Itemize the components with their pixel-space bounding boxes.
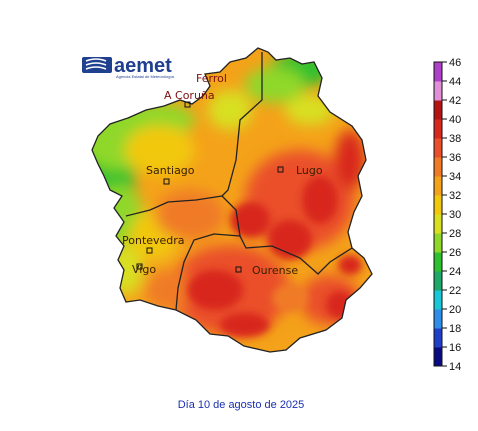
- city-vigo: Vigo: [132, 263, 156, 276]
- map-date-caption: Día 10 de agosto de 2025: [178, 399, 305, 411]
- city-marker-a-coruna: [184, 101, 191, 108]
- legend-swatch: [434, 309, 442, 329]
- legend-tick-label: 26: [449, 247, 461, 259]
- legend-tick-label: 24: [449, 266, 461, 278]
- city-marker-vigo: [136, 263, 143, 270]
- legend-tick-label: 22: [449, 285, 461, 297]
- legend-swatch: [434, 100, 442, 120]
- province-boundaries: [91, 47, 373, 353]
- city-a-coruna: A Coruña: [164, 89, 215, 108]
- logo-wordmark: aemet: [114, 55, 172, 77]
- legend-tick-label: 16: [449, 342, 461, 354]
- logo-subtitle: Agencia Estatal de Meteorología: [116, 74, 175, 79]
- legend-swatches: [434, 62, 442, 367]
- city-ourense: Ourense: [235, 264, 298, 277]
- aemet-logo: aemet Agencia Estatal de Meteorología: [82, 55, 175, 79]
- city-marker-santiago: [163, 178, 170, 185]
- city-marker-lugo: [277, 166, 284, 173]
- city-label-ferrol: Ferrol: [196, 72, 227, 85]
- legend-swatch: [434, 214, 442, 234]
- legend-tick-label: 38: [449, 133, 461, 145]
- temperature-legend: 46 44 42 40 38 36 34 32 30 28 26 24 22 20 18 16 14: [433, 57, 461, 373]
- temperature-field: [92, 48, 372, 352]
- legend-tick-label: 34: [449, 171, 461, 183]
- legend-swatch: [434, 138, 442, 158]
- legend-swatch: [434, 81, 442, 101]
- city-marker-pontevedra: [146, 247, 153, 254]
- city-label-ourense: Ourense: [252, 264, 298, 277]
- city-label-lugo: Lugo: [296, 164, 323, 177]
- legend-tick-label: 46: [449, 57, 461, 69]
- legend-tick-label: 44: [449, 76, 461, 88]
- city-lugo: Lugo: [277, 164, 323, 177]
- legend-tick-label: 40: [449, 114, 461, 126]
- legend-swatch: [434, 176, 442, 196]
- legend-tick-label: 28: [449, 228, 461, 240]
- legend-swatch: [434, 328, 442, 348]
- legend-tick-label: 42: [449, 95, 461, 107]
- legend-tick-label: 30: [449, 209, 461, 221]
- legend-swatch: [434, 347, 442, 367]
- legend-tick-label: 14: [449, 361, 461, 373]
- legend-swatch: [434, 157, 442, 177]
- city-label-a-coruna: A Coruña: [164, 89, 215, 102]
- city-label-vigo: Vigo: [132, 263, 156, 276]
- city-label-pontevedra: Pontevedra: [122, 234, 185, 247]
- legend-swatch: [434, 119, 442, 139]
- legend-ticks: 46 44 42 40 38 36 34 32 30 28 26 24 22 20 18 16 14: [442, 57, 461, 373]
- legend-swatch: [434, 252, 442, 272]
- legend-tick-label: 20: [449, 304, 461, 316]
- city-santiago: Santiago: [146, 164, 195, 185]
- legend-swatch: [434, 62, 442, 82]
- legend-swatch: [434, 290, 442, 310]
- legend-tick-label: 32: [449, 190, 461, 202]
- legend-tick-label: 18: [449, 323, 461, 335]
- city-label-santiago: Santiago: [146, 164, 195, 177]
- city-ferrol: Ferrol: [196, 72, 227, 85]
- legend-tick-label: 36: [449, 152, 461, 164]
- legend-swatch: [434, 195, 442, 215]
- legend-swatch: [434, 233, 442, 253]
- city-pontevedra: Pontevedra: [122, 234, 185, 254]
- city-marker-ourense: [235, 266, 242, 273]
- legend-swatch: [434, 271, 442, 291]
